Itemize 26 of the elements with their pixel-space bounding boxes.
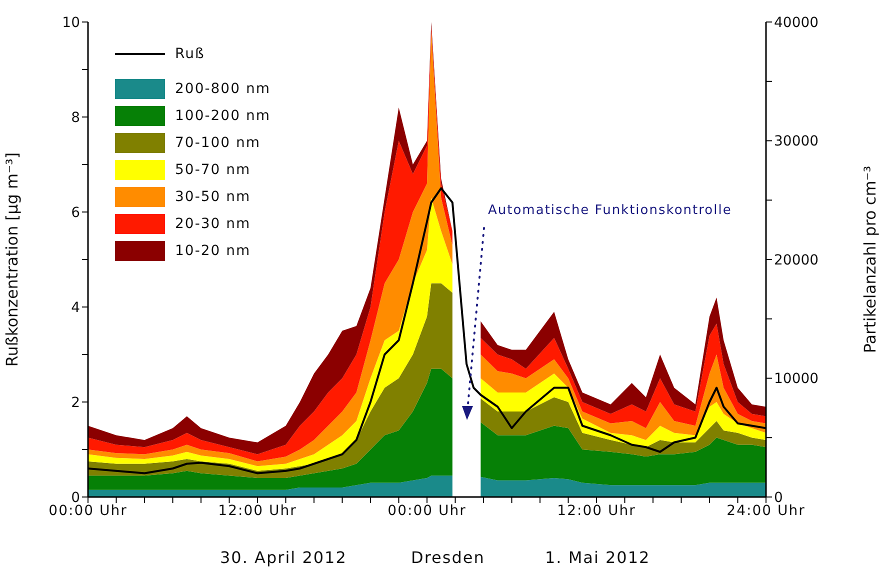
legend-label: 10-20 nm: [175, 242, 251, 258]
legend-label: 30-50 nm: [175, 188, 251, 204]
x-tick-label: 00:00 Uhr: [388, 502, 466, 519]
annotation: Automatische Funktionskontrolle: [488, 203, 732, 218]
y2-tick-label: 10000: [774, 371, 819, 388]
legend-label: 20-30 nm: [175, 216, 251, 232]
y-tick-label: 8: [71, 110, 80, 126]
legend-label: 70-100 nm: [175, 134, 261, 150]
legend-label: 50-70 nm: [175, 162, 251, 178]
y2-tick-label: 20000: [774, 252, 819, 268]
y-tick-label: 2: [71, 394, 80, 411]
y-tick-label: 6: [71, 204, 80, 221]
text: Dresden: [411, 548, 485, 567]
y2-tick-label: 40000: [774, 14, 819, 31]
text: 1. Mai 2012: [545, 548, 650, 567]
text: 30. April 2012: [220, 548, 347, 567]
y-tick-label: 10: [62, 14, 80, 31]
legend-label: Ruß: [175, 46, 205, 62]
y-tick-label: 4: [71, 300, 80, 316]
y2-axis-title: Partikelanzahl pro cm⁻³: [860, 166, 880, 354]
x-tick-label: 12:00 Uhr: [557, 502, 636, 519]
x-tick-label: 12:00 Uhr: [218, 502, 297, 519]
legend-label: 200-800 nm: [175, 80, 270, 96]
y-axis-title: Rußkonzentration [µg m⁻³]: [2, 152, 22, 367]
y2-tick-label: 30000: [774, 134, 819, 150]
legend-label: 100-200 nm: [175, 108, 270, 124]
